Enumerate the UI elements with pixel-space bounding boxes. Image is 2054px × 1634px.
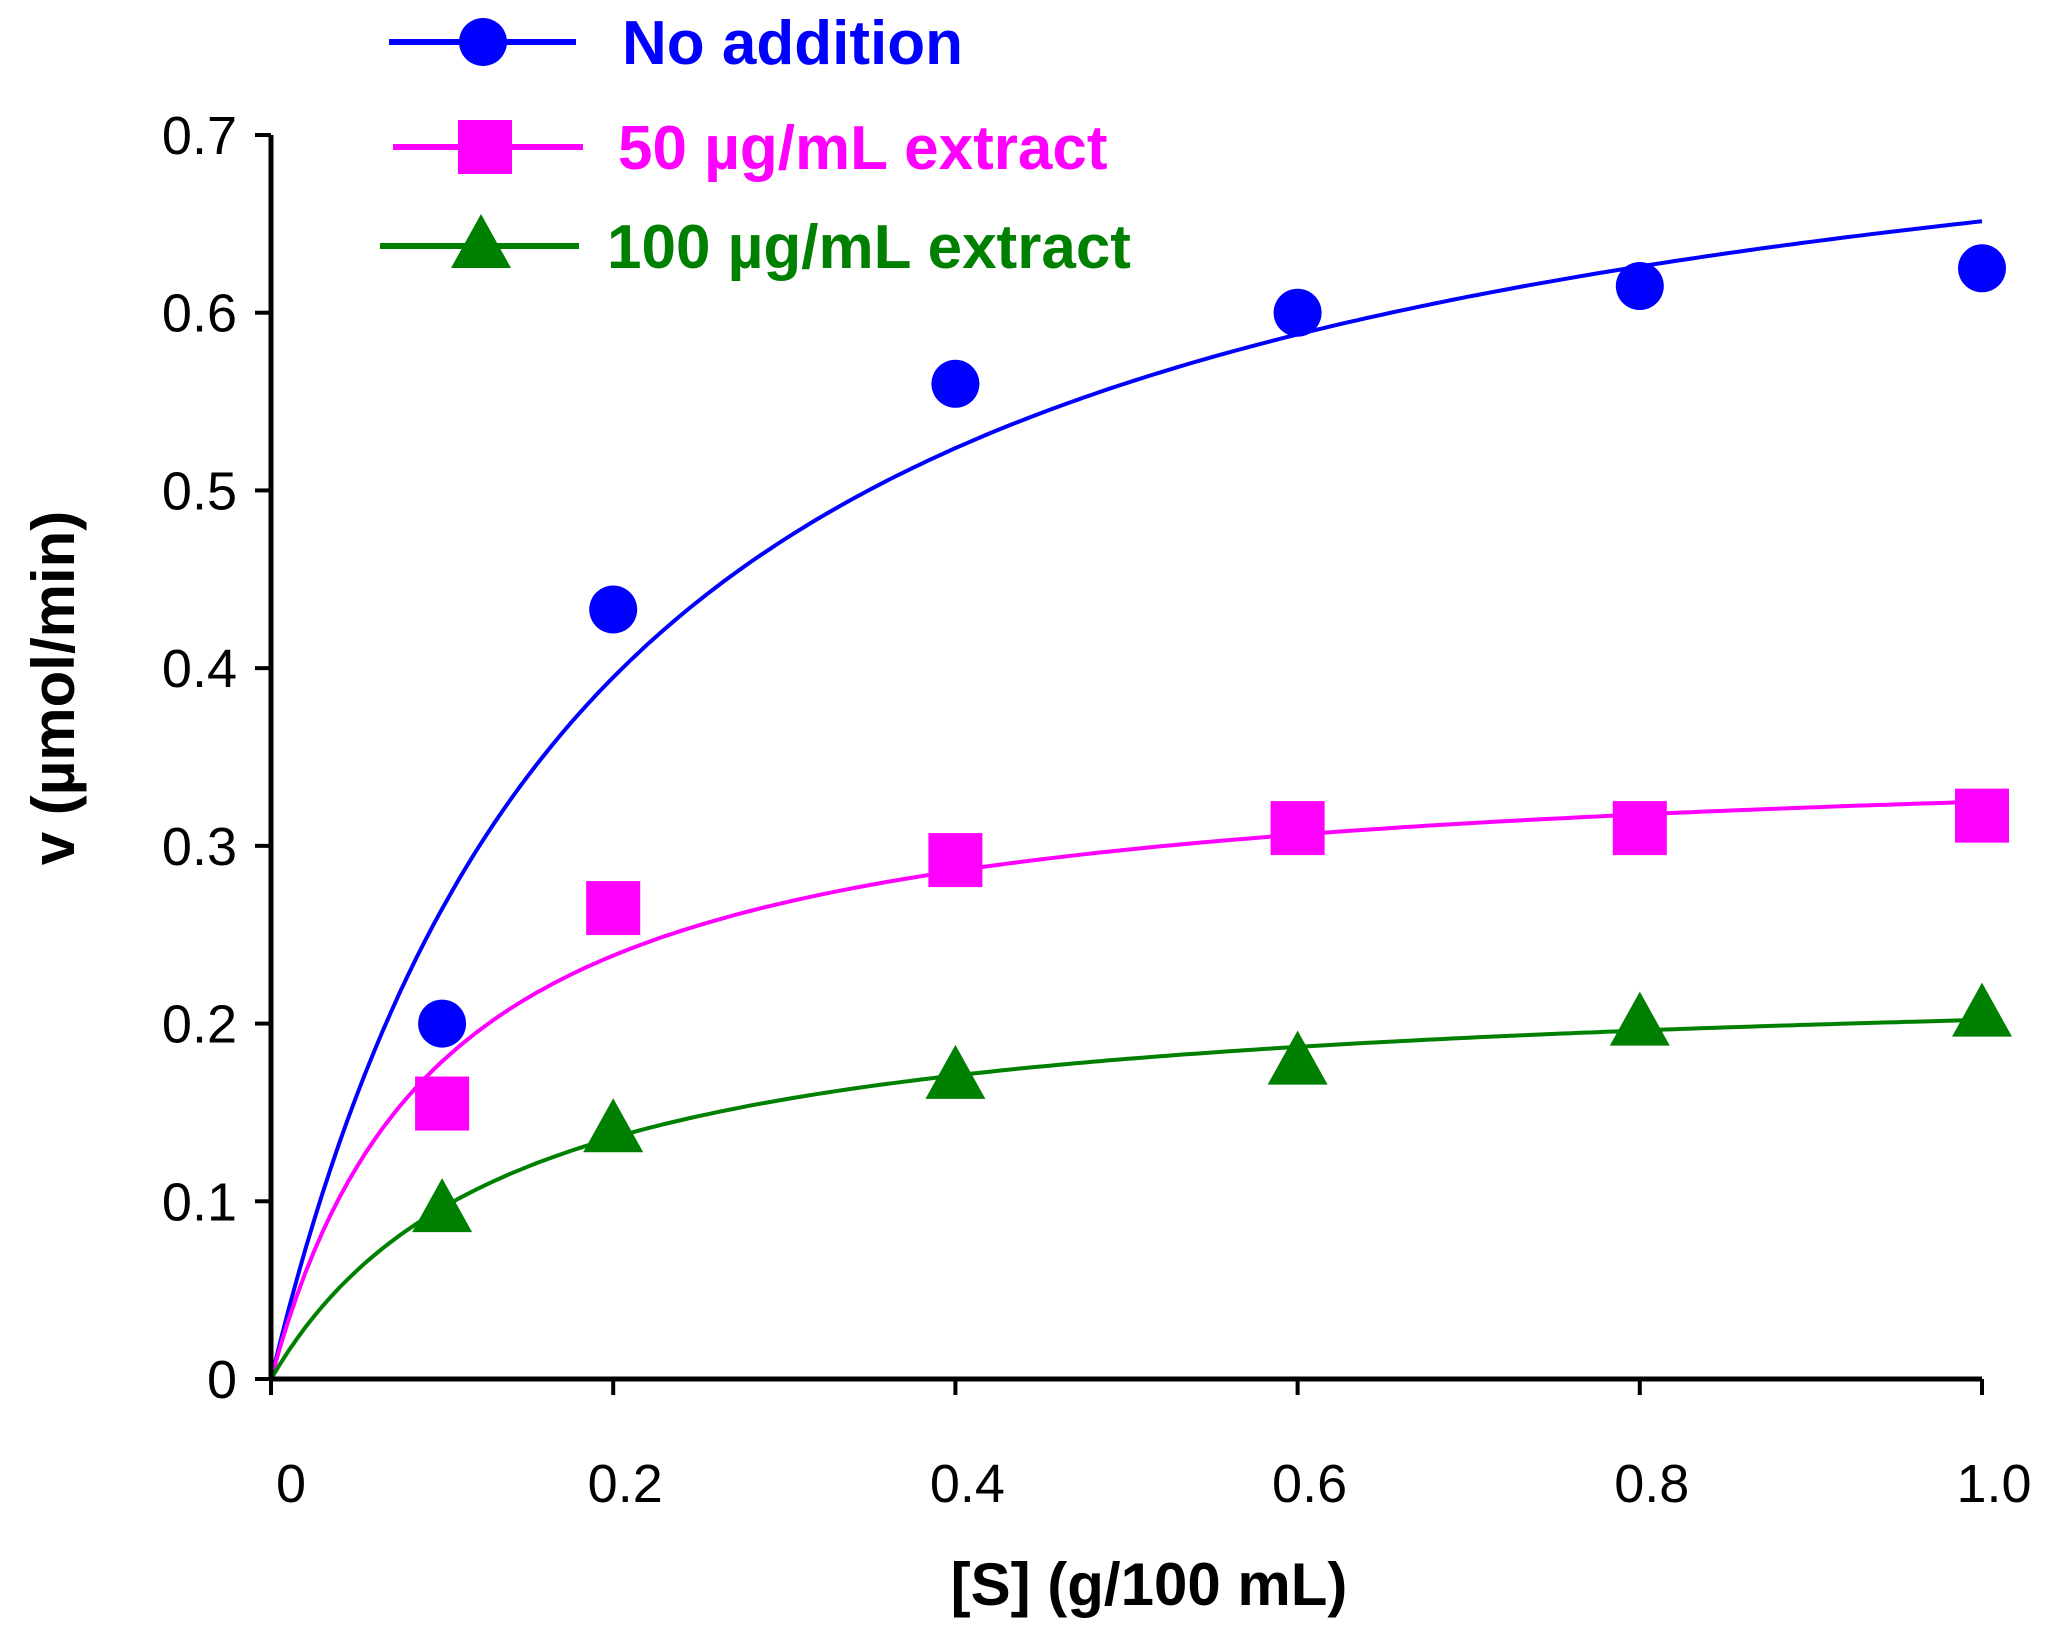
fit-curves (269, 219, 1983, 1381)
x-axis-label: [S] (g/100 mL) (951, 1551, 1348, 1618)
y-tick-label: 0.3 (162, 817, 237, 877)
data-point-triangle (925, 1044, 986, 1099)
axes (255, 133, 1984, 1395)
data-point-circle (1615, 262, 1664, 311)
x-tick-label: 1.0 (1956, 1454, 2031, 1514)
data-point-square (1612, 801, 1667, 856)
x-tick-label: 0.2 (588, 1454, 663, 1514)
legend: No addition 50 µg/mL extract 100 µg/mL ext… (380, 9, 1131, 282)
y-tick-label: 0.7 (162, 106, 237, 166)
data-point-circle (418, 999, 467, 1048)
x-tick-label: 0 (276, 1454, 306, 1514)
y-tick-label: 0.1 (162, 1172, 237, 1232)
x-tick-label: 0.6 (1272, 1454, 1347, 1514)
legend-marker-square (458, 120, 512, 174)
data-point-triangle (1267, 1030, 1328, 1085)
fit-curve-square (269, 799, 1983, 1380)
tick-labels: 0 0.1 0.2 0.3 0.4 0.5 0.6 0.7 0 0.2 0.4 0.6 0.8 1.0 (162, 106, 2032, 1514)
data-point-circle (1958, 244, 2006, 293)
y-tick-label: 0.6 (162, 284, 237, 344)
legend-marker-triangle (451, 214, 511, 268)
data-point-circle (589, 585, 638, 634)
data-point-circle (931, 359, 980, 408)
data-points (412, 244, 2012, 1233)
data-point-circle (1273, 288, 1322, 337)
legend-marker-circle (459, 18, 507, 66)
legend-label: No addition (622, 9, 963, 78)
legend-label: 50 µg/mL extract (618, 114, 1107, 183)
data-point-triangle (1609, 991, 1670, 1046)
y-tick-label: 0.2 (162, 995, 237, 1055)
fit-curve-triangle (269, 1017, 1983, 1381)
data-point-square (586, 881, 641, 936)
data-point-square (1955, 788, 2009, 843)
legend-label: 100 µg/mL extract (607, 213, 1131, 282)
fit-curve-circle (269, 219, 1983, 1380)
x-tick-label: 0.4 (930, 1454, 1005, 1514)
x-tick-label: 0.8 (1614, 1454, 1689, 1514)
data-point-square (415, 1076, 470, 1131)
y-tick-label: 0.5 (162, 461, 237, 521)
data-point-triangle (583, 1098, 644, 1153)
data-point-triangle (1952, 982, 2012, 1037)
data-point-square (928, 833, 983, 888)
y-tick-label: 0 (207, 1350, 237, 1410)
y-tick-label: 0.4 (162, 639, 237, 699)
y-axis-label: v (µmol/min) (20, 511, 87, 866)
data-point-triangle (412, 1178, 473, 1233)
data-point-square (1270, 801, 1325, 856)
